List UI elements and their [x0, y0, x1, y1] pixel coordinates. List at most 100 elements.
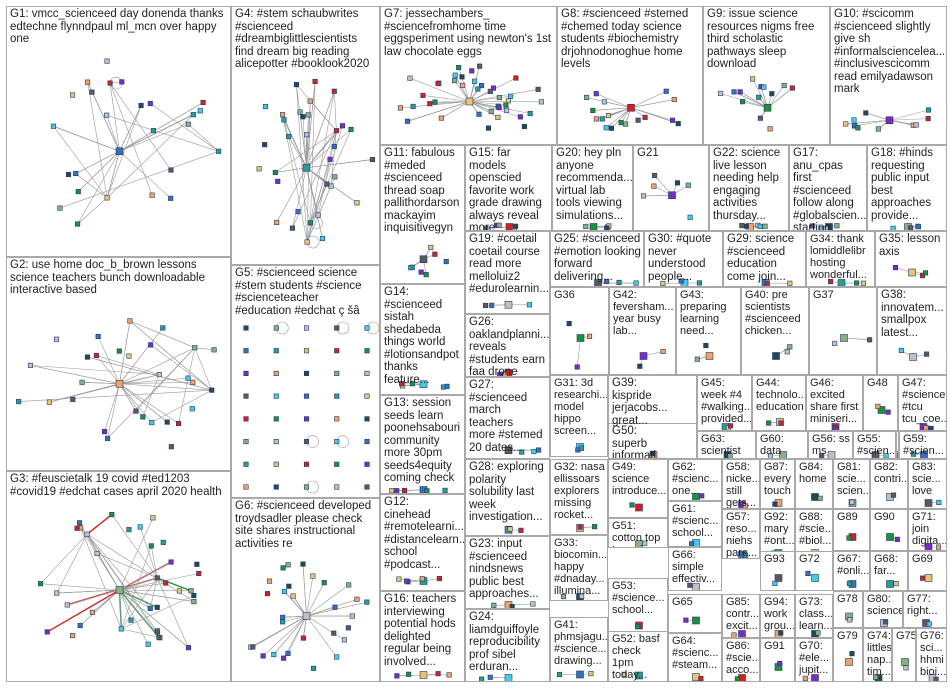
- vertex-node: [76, 520, 83, 526]
- vertex-node: [280, 614, 286, 620]
- vertex-node: [696, 280, 702, 286]
- vertex-node: [594, 279, 602, 286]
- group-g82: G82: contri...: [870, 459, 908, 509]
- edge: [306, 576, 314, 617]
- vertex-node: [147, 605, 153, 611]
- vertex-node: [535, 86, 541, 92]
- vertex-node: [95, 333, 101, 340]
- vertex-node: [127, 318, 133, 324]
- vertex-node: [517, 114, 523, 120]
- vertex-node: [188, 588, 194, 594]
- edge: [273, 615, 307, 655]
- vertex-node: [817, 495, 823, 501]
- group-g68-network: [886, 580, 899, 588]
- vertex-node: [846, 580, 852, 586]
- edge: [306, 159, 373, 169]
- vertex-node: [116, 348, 122, 354]
- vertex-node: [485, 125, 492, 131]
- vertex-node: [397, 105, 404, 111]
- group-g30-network: [660, 278, 702, 286]
- vertex-node: [886, 533, 894, 541]
- vertex-node: [743, 553, 749, 558]
- vertex-node: [472, 78, 478, 84]
- vertex-node: [303, 484, 310, 490]
- vertex-node: [875, 126, 881, 132]
- vertex-node: [576, 670, 584, 679]
- group-g86: G86: #scie... acco...: [722, 638, 760, 682]
- group-g35-network: [892, 265, 929, 279]
- vertex-node: [763, 103, 772, 112]
- vertex-node: [642, 114, 648, 120]
- vertex-node: [687, 214, 693, 220]
- edge: [592, 107, 632, 111]
- edge: [306, 584, 349, 617]
- vertex-node: [757, 223, 763, 229]
- edge: [275, 167, 307, 173]
- group-g9: G9: issue science resources nigms free t…: [703, 6, 830, 145]
- group-g1-network: [50, 58, 222, 227]
- vertex-node: [505, 98, 511, 104]
- vertex-node: [767, 126, 773, 132]
- vertex-node: [272, 169, 278, 176]
- vertex-node: [115, 147, 124, 156]
- vertex-node: [264, 591, 271, 597]
- edge: [643, 194, 673, 197]
- vertex-node: [496, 104, 502, 110]
- vertex-node: [699, 493, 705, 499]
- edge: [119, 374, 160, 385]
- vertex-node: [574, 364, 580, 370]
- vertex-node: [394, 673, 400, 679]
- vertex-node: [168, 444, 174, 450]
- vertex-node: [364, 393, 370, 399]
- vertex-node: [589, 223, 598, 230]
- vertex-node: [364, 416, 370, 422]
- group-g87: G87: every touch: [760, 459, 795, 509]
- vertex-node: [460, 82, 466, 88]
- vertex-node: [307, 220, 313, 226]
- vertex-node: [150, 515, 156, 521]
- group-g57-network: [738, 551, 749, 558]
- vertex-node: [54, 590, 60, 596]
- vertex-node: [855, 125, 861, 131]
- group-g72-network: [805, 570, 819, 582]
- vertex-node: [846, 535, 852, 541]
- edge: [843, 337, 870, 341]
- group-g3-network: [38, 512, 202, 651]
- edge: [606, 107, 632, 128]
- vertex-node: [420, 92, 426, 98]
- group-g81-network: [848, 499, 857, 507]
- vertex-node: [149, 419, 155, 426]
- vertex-node: [772, 501, 778, 507]
- vertex-node: [769, 91, 775, 97]
- vertex-node: [599, 116, 605, 122]
- edge: [40, 533, 88, 584]
- vertex-node: [273, 370, 279, 376]
- vertex-node: [273, 461, 279, 467]
- vertex-node: [871, 451, 880, 458]
- edge: [250, 615, 307, 648]
- edge: [194, 347, 215, 351]
- vertex-node: [652, 172, 658, 179]
- edge: [119, 327, 164, 384]
- group-g59: G59: #scien... oakhill...: [899, 431, 947, 459]
- edge: [119, 347, 195, 385]
- vertex-node: [312, 78, 318, 85]
- vertex-node: [303, 393, 310, 399]
- edge: [282, 615, 307, 623]
- vertex-node: [592, 524, 598, 530]
- vertex-node: [566, 321, 572, 327]
- group-g64: G64: #scienc... #steam...: [668, 633, 722, 682]
- edge: [142, 374, 160, 418]
- vertex-node: [843, 121, 849, 127]
- vertex-node: [176, 588, 182, 594]
- edge: [119, 105, 142, 152]
- group-g51-network: [635, 540, 648, 547]
- vertex-node: [924, 574, 933, 582]
- vertex-node: [660, 280, 666, 286]
- group-g28: G28: exploring polarity solubility last …: [465, 459, 550, 536]
- vertex-node: [508, 93, 514, 99]
- edge: [150, 545, 158, 578]
- group-g46-network: [831, 423, 840, 430]
- vertex-node: [774, 574, 783, 582]
- vertex-node: [660, 348, 666, 355]
